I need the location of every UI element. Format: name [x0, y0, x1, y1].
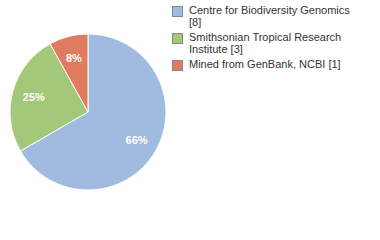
svg-text:8%: 8% [66, 52, 82, 64]
html-text:Smithsonian Tropical Research: Smithsonian Tropical Research Institute … [189, 31, 342, 55]
html-text:Mined from GenBank, NCBI [1]: Mined from GenBank, NCBI [1] [189, 58, 341, 70]
html-text:Centre for Biodiversity Genomi: Centre for Biodiversity Genomics [8] [189, 4, 350, 28]
svg-text:25%: 25% [23, 91, 45, 103]
svg-text:66%: 66% [126, 134, 148, 146]
